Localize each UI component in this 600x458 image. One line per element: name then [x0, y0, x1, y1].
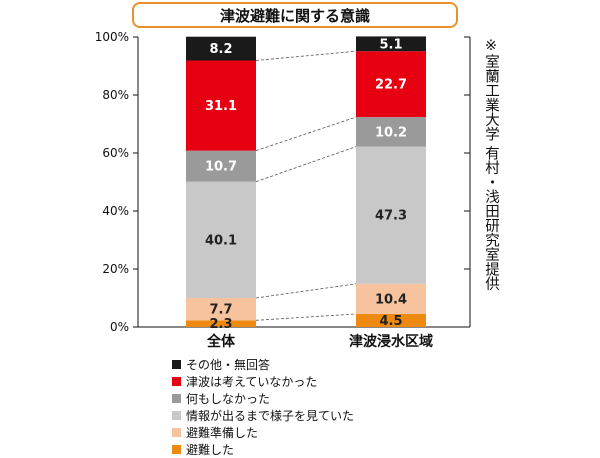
data-label: 10.2 [375, 125, 407, 140]
legend-swatch [172, 360, 181, 369]
data-label: 10.4 [375, 292, 407, 307]
bar-segment [186, 36, 256, 61]
legend-swatch [172, 394, 181, 403]
legend-item: その他・無回答 [172, 356, 354, 373]
data-label: 10.7 [205, 160, 237, 175]
legend-label: 情報が出るまで様子を見ていた [186, 409, 355, 423]
category-label: 全体 [206, 333, 236, 350]
bar-segment [186, 298, 256, 321]
bar-segment [356, 36, 426, 52]
data-label: 5.1 [379, 37, 402, 52]
bar-segment [356, 146, 426, 284]
legend-swatch [172, 445, 181, 454]
legend-item: 情報が出るまで様子を見ていた [172, 407, 354, 424]
y-tick-label: 40% [102, 204, 129, 218]
connector-line [255, 283, 357, 299]
data-label: 2.3 [209, 317, 232, 332]
stacked-bar-chart: 0% 20% 40% 60% 80% 100% 2.37.7 40.1 10.7 31.1 8.2… [95, 30, 471, 350]
y-tick-label: 60% [102, 146, 129, 160]
bar-segment [186, 181, 256, 298]
y-tick-label: 80% [102, 88, 129, 102]
legend-swatch [172, 377, 181, 386]
category-label: 津波浸水区域 [349, 333, 433, 350]
legend-label: 津波は考えていなかった [186, 375, 318, 389]
bar-segment [356, 283, 426, 314]
data-label: 8.2 [209, 42, 232, 57]
connector-line [255, 116, 357, 152]
legend-item: 津波は考えていなかった [172, 373, 354, 390]
data-label: 4.5 [379, 314, 402, 329]
legend-label: その他・無回答 [186, 358, 271, 372]
bar-segment [186, 60, 256, 151]
y-tick-label: 20% [102, 262, 129, 276]
legend-label: 何もしなかった [186, 392, 271, 406]
bar-segment [356, 313, 426, 327]
connector-line [255, 50, 357, 61]
legend-label: 避難した [186, 443, 235, 457]
bar-segment [186, 150, 256, 182]
data-label: 31.1 [205, 99, 237, 114]
legend-item: 避難準備した [172, 424, 354, 441]
source-credit: ※室蘭工業大学 有村・浅田研究室提供 [483, 38, 499, 291]
legend-item: 避難した [172, 441, 354, 458]
bar-segment [356, 117, 426, 147]
bar-segment [186, 320, 256, 327]
data-label: 7.7 [209, 303, 232, 318]
connector-line [255, 313, 357, 321]
data-label: 40.1 [205, 233, 237, 248]
data-label: 47.3 [375, 209, 407, 224]
legend-label: 避難準備した [186, 426, 259, 440]
legend-item: 何もしなかった [172, 390, 354, 407]
connector-line [255, 146, 357, 183]
legend: その他・無回答津波は考えていなかった 何もしなかった情報が出るまで様子を見ていた避… [172, 356, 354, 458]
y-tick-label: 0% [110, 320, 129, 334]
chart-title: 津波避難に関する意識 [132, 2, 458, 28]
data-label: 22.7 [375, 78, 407, 93]
y-tick-label: 100% [95, 30, 129, 44]
legend-swatch [172, 428, 181, 437]
legend-swatch [172, 411, 181, 420]
bar-segment [356, 51, 426, 118]
